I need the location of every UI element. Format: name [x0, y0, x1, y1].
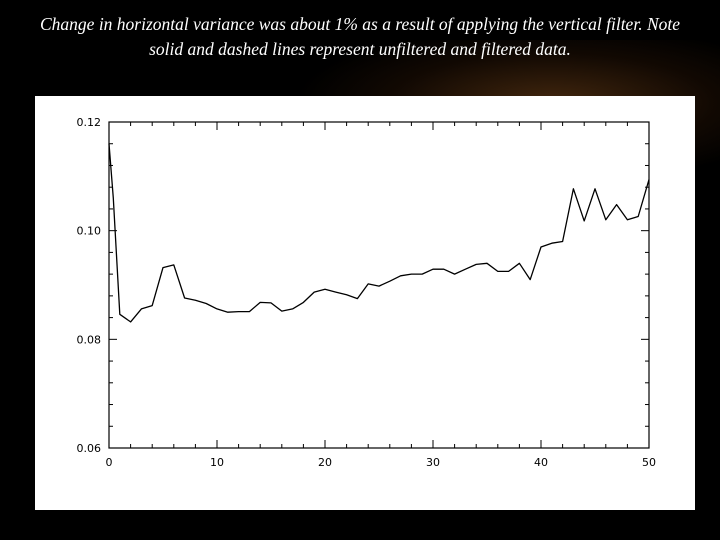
x-tick-label: 0: [106, 456, 113, 469]
y-tick-label: 0.12: [77, 116, 102, 129]
series-line-solid: [108, 143, 650, 323]
y-tick-label: 0.08: [77, 333, 102, 346]
y-tick-label: 0.10: [77, 225, 102, 238]
slide-caption: Change in horizontal variance was about …: [40, 14, 680, 59]
plot-axes: [108, 121, 650, 449]
x-tick-label: 10: [210, 456, 224, 469]
plot-panel: 0 10 20 30 40 50 0.06 0.08 0.10 0.12: [35, 96, 695, 510]
x-tick-label: 40: [534, 456, 548, 469]
x-tick-label: 30: [426, 456, 440, 469]
x-tick-label: 50: [642, 456, 656, 469]
axis-ticks: [108, 121, 650, 449]
line-chart: 0 10 20 30 40 50 0.06 0.08 0.10 0.12: [77, 116, 657, 469]
y-tick-label: 0.06: [77, 442, 102, 455]
tick-labels: 0 10 20 30 40 50 0.06 0.08 0.10 0.12: [77, 116, 657, 469]
data-series: [108, 143, 650, 323]
plot-frame: [108, 121, 650, 449]
x-tick-label: 20: [318, 456, 332, 469]
